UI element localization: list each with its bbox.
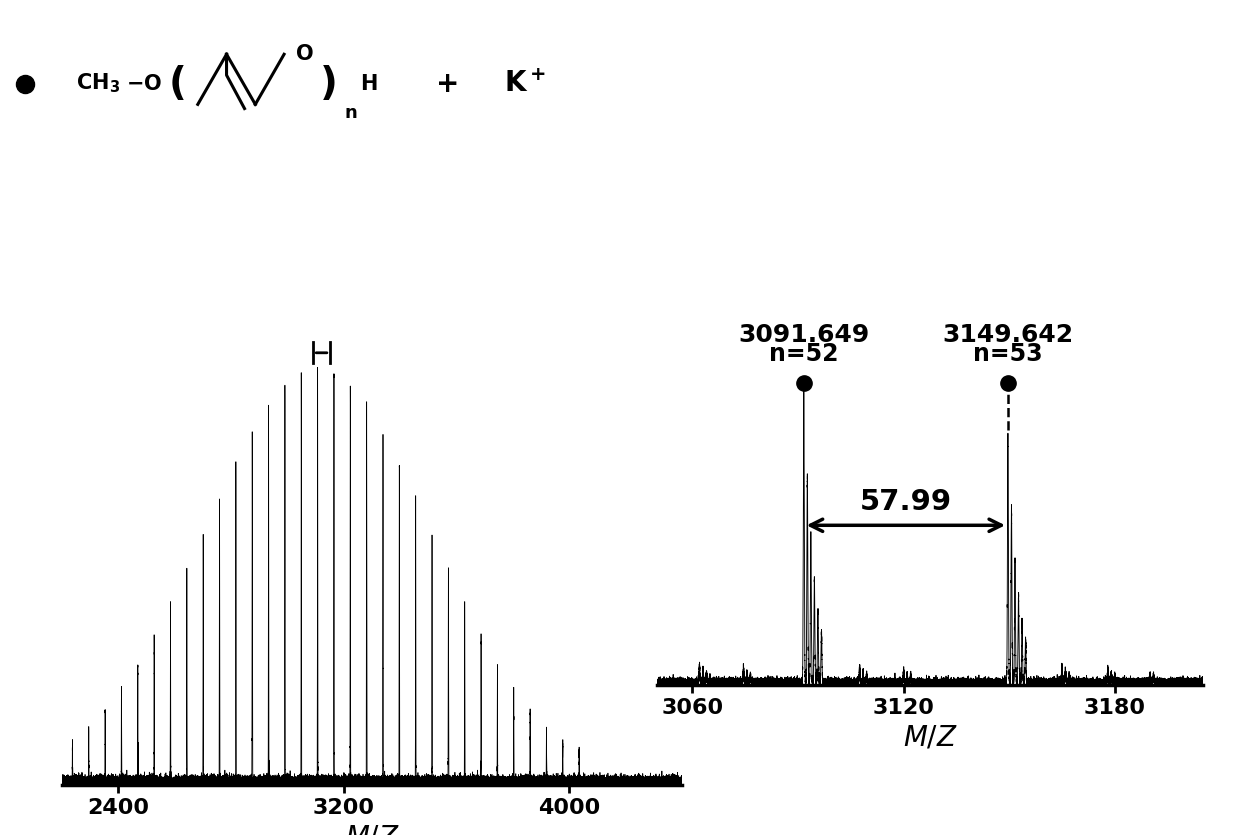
Text: $\mathbf{K^+}$: $\mathbf{K^+}$ — [503, 69, 546, 98]
Text: $\mathbf{CH_3}$: $\mathbf{CH_3}$ — [76, 72, 119, 95]
Text: 3149.642: 3149.642 — [942, 323, 1074, 347]
X-axis label: $\mathit{M/Z}$: $\mathit{M/Z}$ — [903, 723, 957, 752]
Text: $\mathbf{−O}$: $\mathbf{−O}$ — [126, 73, 162, 94]
Text: n=52: n=52 — [769, 342, 838, 366]
Text: $\mathbf{H}$: $\mathbf{H}$ — [360, 73, 377, 94]
Text: $\bf($: $\bf($ — [167, 64, 185, 103]
Text: $\mathbf{n}$: $\mathbf{n}$ — [343, 104, 357, 122]
Text: 3091.649: 3091.649 — [738, 323, 869, 347]
X-axis label: $\mathit{M/Z}$: $\mathit{M/Z}$ — [345, 823, 399, 835]
Text: $\mathbf{O}$: $\mathbf{O}$ — [295, 44, 314, 64]
Text: n=53: n=53 — [973, 342, 1043, 366]
Text: $\mathbf{+}$: $\mathbf{+}$ — [435, 69, 458, 98]
Text: $\bf)$: $\bf)$ — [319, 64, 336, 103]
Text: 57.99: 57.99 — [859, 488, 952, 516]
